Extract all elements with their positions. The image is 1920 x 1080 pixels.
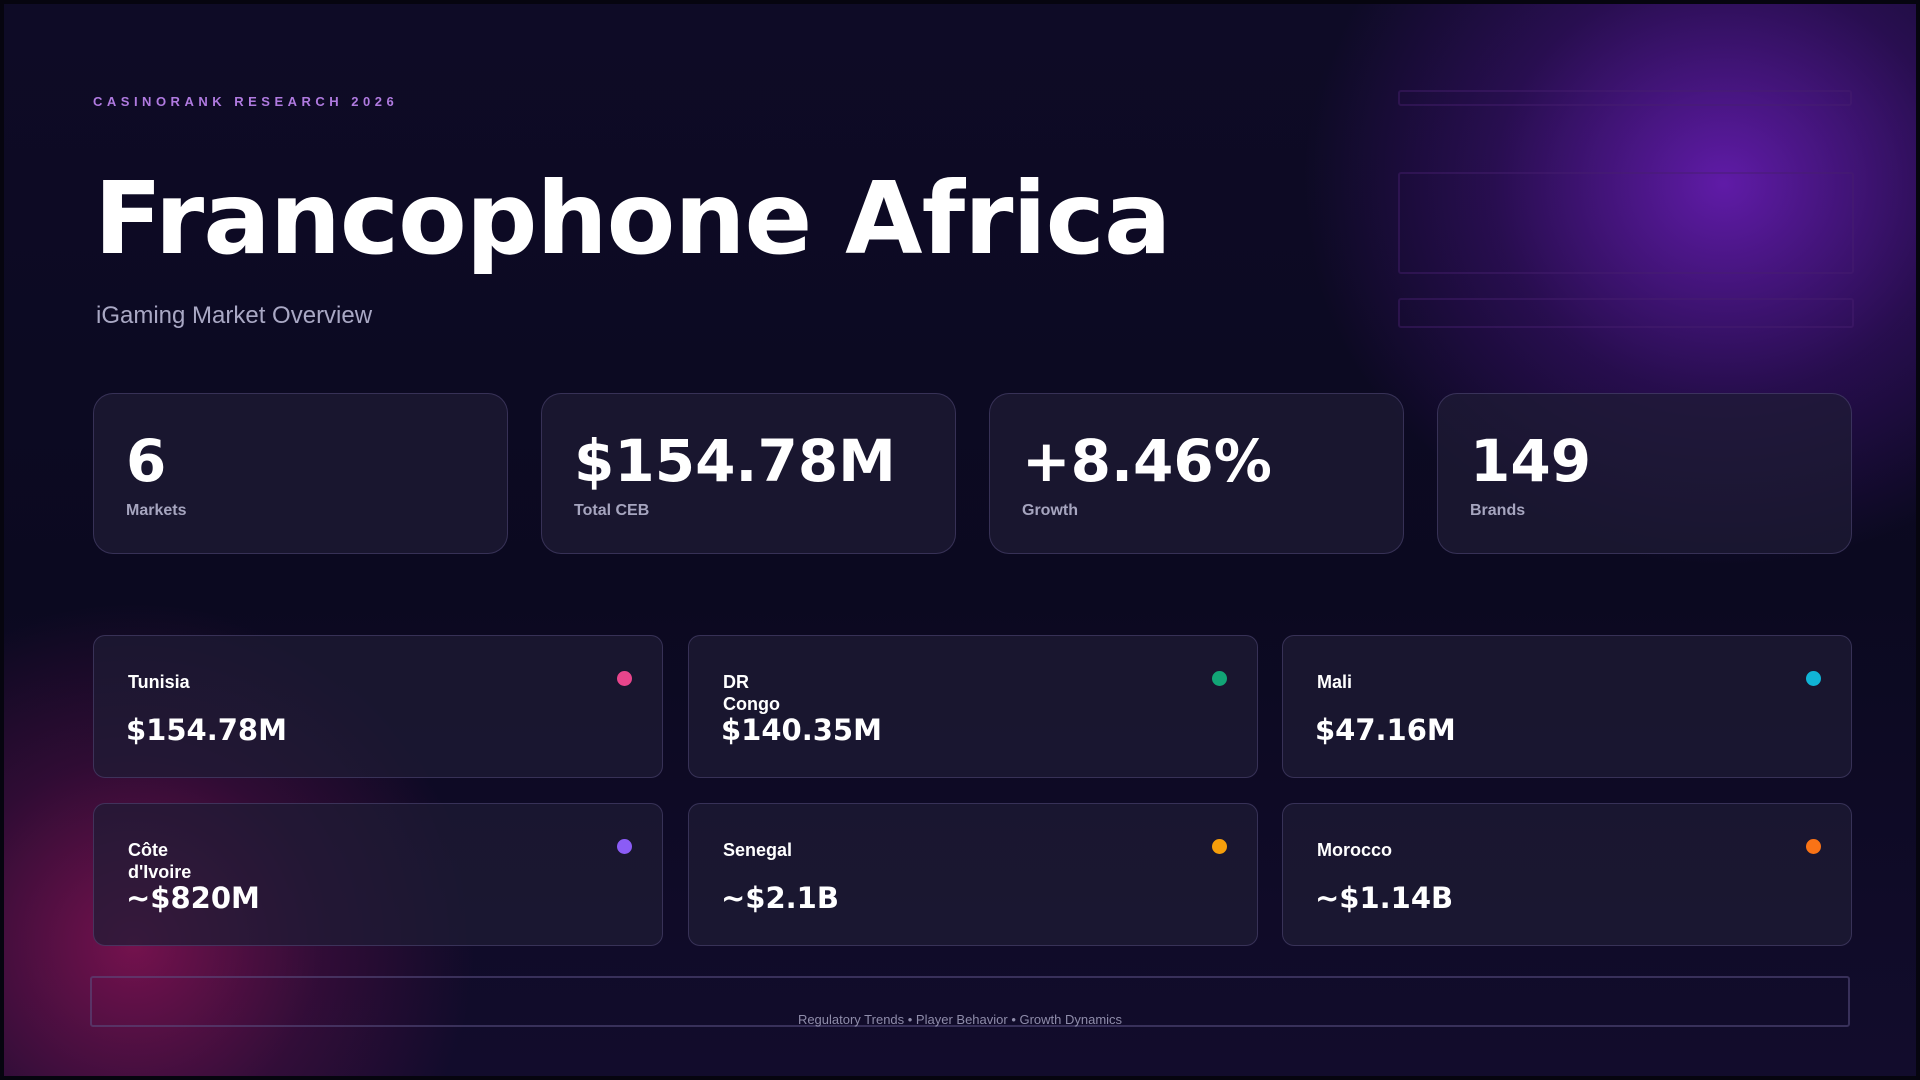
market-color-dot: [1806, 671, 1821, 686]
page-subtitle: iGaming Market Overview: [96, 302, 373, 329]
stat-label: Growth: [1022, 502, 1078, 519]
market-name: Tunisia: [128, 672, 190, 692]
market-card-cote-divoire[interactable]: Côte d'Ivoire ~$820M: [93, 803, 663, 946]
market-value: $154.78M: [126, 713, 287, 747]
stat-card-total-ceb: $154.78M Total CEB: [541, 393, 956, 554]
stat-value: 6: [126, 427, 167, 495]
market-card-dr-congo[interactable]: DR Congo $140.35M: [688, 635, 1258, 778]
market-color-dot: [617, 839, 632, 854]
stat-card-brands: 149 Brands: [1437, 393, 1852, 554]
stat-card-markets: 6 Markets: [93, 393, 508, 554]
stat-value: +8.46%: [1022, 427, 1272, 495]
decorative-outline: [1398, 298, 1854, 328]
decorative-outline: [1398, 90, 1852, 106]
stat-value: $154.78M: [574, 427, 896, 495]
market-color-dot: [617, 671, 632, 686]
market-value: $140.35M: [721, 713, 882, 747]
stat-card-growth: +8.46% Growth: [989, 393, 1404, 554]
market-value: ~$820M: [126, 881, 260, 915]
stat-value: 149: [1470, 427, 1592, 495]
footer-tagline: Regulatory Trends • Player Behavior • Gr…: [797, 1012, 1123, 1027]
market-card-mali[interactable]: Mali $47.16M: [1282, 635, 1852, 778]
market-card-tunisia[interactable]: Tunisia $154.78M: [93, 635, 663, 778]
market-color-dot: [1806, 839, 1821, 854]
market-value: ~$2.1B: [721, 881, 839, 915]
market-card-senegal[interactable]: Senegal ~$2.1B: [688, 803, 1258, 946]
footer-box: [90, 976, 1850, 1027]
eyebrow-label: CASINORANK RESEARCH 2026: [93, 94, 399, 109]
decorative-outline: [1398, 172, 1854, 274]
market-name: Morocco: [1317, 840, 1393, 860]
page-title: Francophone Africa: [94, 160, 1171, 277]
market-color-dot: [1212, 671, 1227, 686]
stat-label: Brands: [1470, 502, 1526, 519]
market-value: $47.16M: [1315, 713, 1456, 747]
market-name: DR Congo: [723, 672, 780, 714]
market-value: ~$1.14B: [1315, 881, 1454, 915]
stat-label: Markets: [126, 502, 187, 519]
market-name: Côte d'Ivoire: [128, 840, 192, 882]
market-card-morocco[interactable]: Morocco ~$1.14B: [1282, 803, 1852, 946]
market-color-dot: [1212, 839, 1227, 854]
stat-label: Total CEB: [574, 502, 650, 519]
market-name: Senegal: [723, 840, 793, 860]
market-name: Mali: [1317, 672, 1353, 692]
